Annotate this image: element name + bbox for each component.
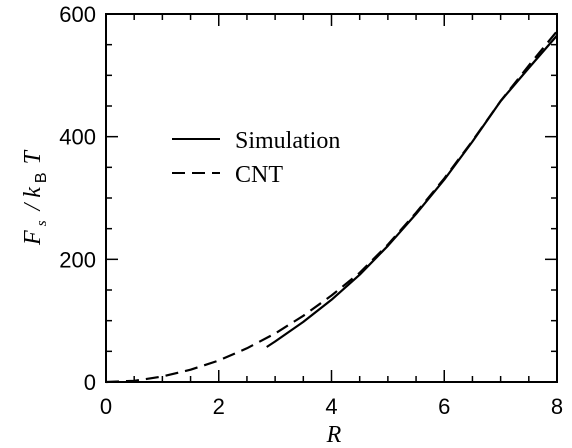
y-tick-label: 200 — [59, 247, 96, 272]
y-label-f: F — [20, 230, 46, 246]
y-label-t: T — [20, 149, 46, 164]
series-layer — [105, 30, 558, 384]
x-axis-label: R — [326, 422, 342, 448]
plot-frame — [105, 13, 558, 383]
x-tick-label: 6 — [438, 394, 450, 419]
series-line-simulation — [266, 34, 558, 348]
y-label-b: B — [33, 172, 50, 183]
legend-label-cnt: CNT — [235, 162, 283, 188]
y-tick-label: 0 — [84, 370, 96, 395]
y-label-s: s — [34, 220, 50, 226]
x-tick-label: 4 — [325, 394, 337, 419]
ticks-layer — [105, 13, 558, 383]
x-tick-label: 8 — [551, 394, 563, 419]
svg-text:F s / k B: F s / k B T — [20, 149, 50, 246]
x-tick-label: 2 — [213, 394, 225, 419]
y-tick-label: 600 — [59, 2, 96, 27]
series-line-cnt — [105, 30, 558, 384]
y-axis-label: F s / k B T — [20, 149, 50, 246]
legend: Simulation CNT — [172, 128, 340, 188]
tick-labels: 0 2 4 6 8 0 200 400 600 — [59, 2, 563, 419]
y-tick-label: 400 — [59, 125, 96, 150]
y-label-k: / k — [20, 187, 46, 213]
legend-label-simulation: Simulation — [235, 128, 340, 154]
x-tick-label: 0 — [100, 394, 112, 419]
